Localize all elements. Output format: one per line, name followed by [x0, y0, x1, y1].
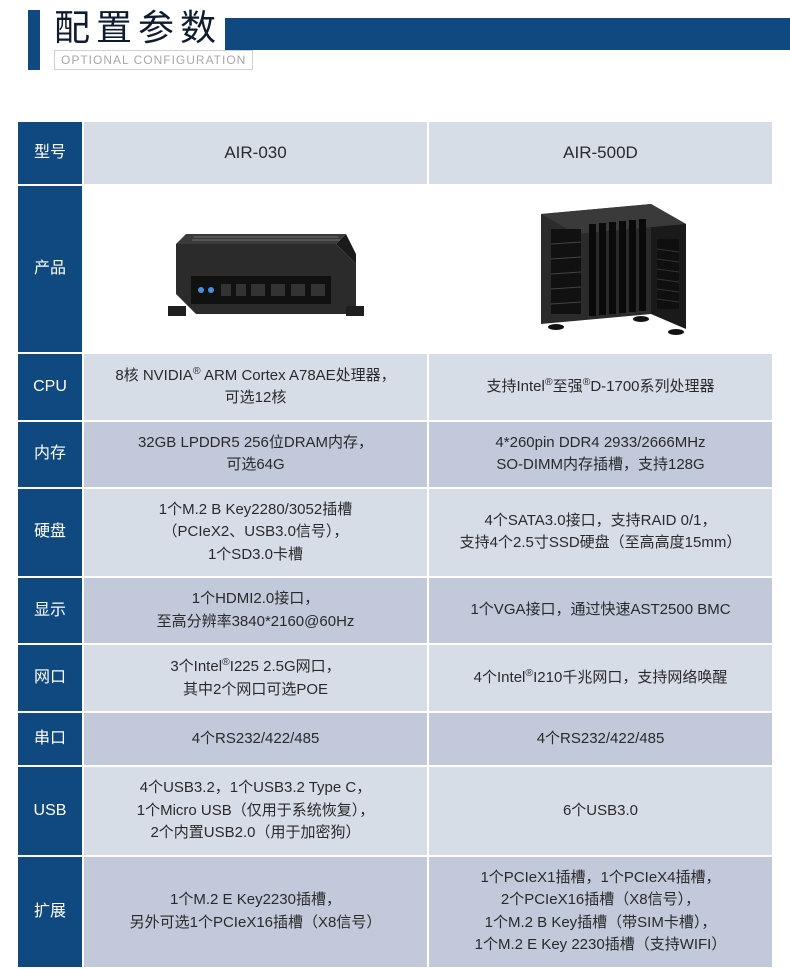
serial-a: 4个RS232/422/485 [83, 712, 428, 766]
label-serial: 串口 [17, 712, 83, 766]
label-memory: 内存 [17, 421, 83, 488]
label-expansion: 扩展 [17, 856, 83, 968]
product-image-a [83, 185, 428, 353]
usb-b: 6个USB3.0 [428, 766, 773, 856]
label-product: 产品 [17, 185, 83, 353]
header-subtitle: OPTIONAL CONFIGURATION [54, 50, 253, 70]
display-a: 1个HDMI2.0接口，至高分辨率3840*2160@60Hz [83, 577, 428, 644]
label-model: 型号 [17, 121, 83, 185]
cpu-b: 支持Intel®至强®D-1700系列处理器 [428, 353, 773, 421]
device-a-icon [146, 204, 366, 334]
device-b-icon [501, 194, 701, 344]
label-display: 显示 [17, 577, 83, 644]
label-cpu: CPU [17, 353, 83, 421]
model-a: AIR-030 [83, 121, 428, 185]
row-expansion: 扩展 1个M.2 E Key2230插槽，另外可选1个PCIeX16插槽（X8信… [17, 856, 773, 968]
row-serial: 串口 4个RS232/422/485 4个RS232/422/485 [17, 712, 773, 766]
expansion-b: 1个PCIeX1插槽，1个PCIeX4插槽，2个PCIeX16插槽（X8信号），… [428, 856, 773, 968]
product-image-b [428, 185, 773, 353]
row-cpu: CPU 8核 NVIDIA® ARM Cortex A78AE处理器，可选12核… [17, 353, 773, 421]
memory-a: 32GB LPDDR5 256位DRAM内存，可选64G [83, 421, 428, 488]
label-lan: 网口 [17, 644, 83, 712]
header-bar [225, 18, 790, 50]
cpu-a: 8核 NVIDIA® ARM Cortex A78AE处理器，可选12核 [83, 353, 428, 421]
row-model: 型号 AIR-030 AIR-500D [17, 121, 773, 185]
label-storage: 硬盘 [17, 488, 83, 578]
lan-b: 4个Intel®I210千兆网口，支持网络唤醒 [428, 644, 773, 712]
row-lan: 网口 3个Intel®I225 2.5G网口，其中2个网口可选POE 4个Int… [17, 644, 773, 712]
serial-b: 4个RS232/422/485 [428, 712, 773, 766]
model-b: AIR-500D [428, 121, 773, 185]
row-usb: USB 4个USB3.2，1个USB3.2 Type C，1个Micro USB… [17, 766, 773, 856]
storage-b: 4个SATA3.0接口，支持RAID 0/1，支持4个2.5寸SSD硬盘（至高高… [428, 488, 773, 578]
expansion-a: 1个M.2 E Key2230插槽，另外可选1个PCIeX16插槽（X8信号） [83, 856, 428, 968]
row-product: 产品 [17, 185, 773, 353]
row-memory: 内存 32GB LPDDR5 256位DRAM内存，可选64G 4*260pin… [17, 421, 773, 488]
header: 配置参数 OPTIONAL CONFIGURATION [0, 0, 790, 50]
header-title: 配置参数 [54, 10, 253, 46]
spec-table: 型号 AIR-030 AIR-500D 产品 [16, 120, 774, 969]
memory-b: 4*260pin DDR4 2933/2666MHzSO-DIMM内存插槽，支持… [428, 421, 773, 488]
row-storage: 硬盘 1个M.2 B Key2280/3052插槽（PCIeX2、USB3.0信… [17, 488, 773, 578]
label-usb: USB [17, 766, 83, 856]
row-display: 显示 1个HDMI2.0接口，至高分辨率3840*2160@60Hz 1个VGA… [17, 577, 773, 644]
display-b: 1个VGA接口，通过快速AST2500 BMC [428, 577, 773, 644]
lan-a: 3个Intel®I225 2.5G网口，其中2个网口可选POE [83, 644, 428, 712]
storage-a: 1个M.2 B Key2280/3052插槽（PCIeX2、USB3.0信号），… [83, 488, 428, 578]
header-title-block: 配置参数 OPTIONAL CONFIGURATION [28, 10, 253, 70]
usb-a: 4个USB3.2，1个USB3.2 Type C，1个Micro USB（仅用于… [83, 766, 428, 856]
